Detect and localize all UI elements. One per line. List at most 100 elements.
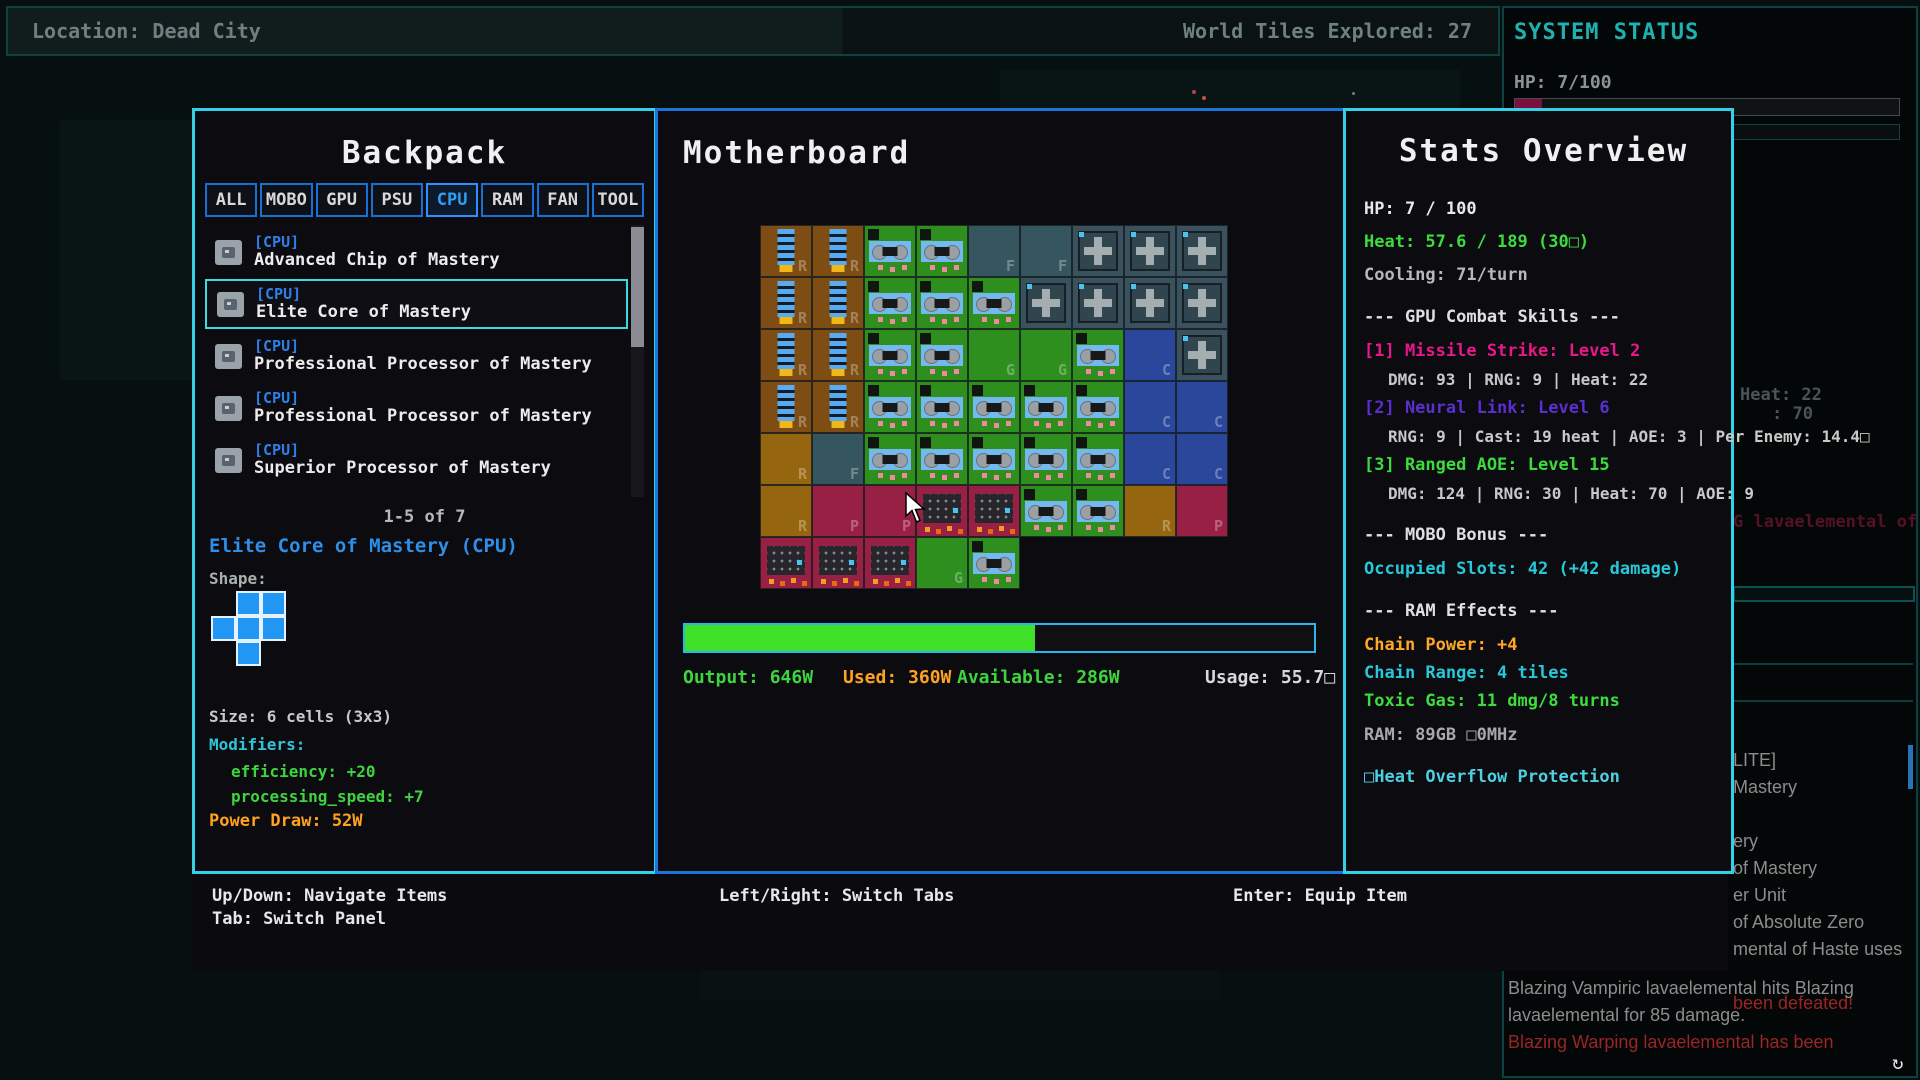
gpu-skills-header: --- GPU Combat Skills --- <box>1364 307 1620 327</box>
slot-psu[interactable] <box>864 537 916 589</box>
slot-gpu-slot[interactable]: G <box>968 329 1020 381</box>
shape-cell-filled <box>236 641 261 666</box>
slot-gpu[interactable] <box>1020 433 1072 485</box>
slot-fan-slot[interactable]: F <box>812 433 864 485</box>
slot-fan[interactable] <box>1020 277 1072 329</box>
slot-ram[interactable]: R <box>760 225 812 277</box>
slot-gpu[interactable] <box>1072 433 1124 485</box>
slot-gpu[interactable] <box>1072 329 1124 381</box>
slot-amber[interactable]: R <box>760 485 812 537</box>
slot-gpu[interactable] <box>1020 485 1072 537</box>
slot-letter: F <box>1057 257 1067 275</box>
slot-fan[interactable] <box>1176 329 1228 381</box>
slot-cpu-slot[interactable]: C <box>1124 329 1176 381</box>
slot-gpu[interactable] <box>916 433 968 485</box>
slot-ram[interactable]: R <box>812 225 864 277</box>
slot-gpu[interactable] <box>864 277 916 329</box>
modifiers-label: Modifiers: <box>209 735 306 754</box>
slot-gpu[interactable] <box>864 381 916 433</box>
slot-gpu[interactable] <box>864 433 916 485</box>
shape-cell-filled <box>261 616 286 641</box>
shape-cell-filled <box>236 591 261 616</box>
slot-psu[interactable] <box>760 537 812 589</box>
bg-log-line: ery <box>1733 831 1759 851</box>
slot-gpu-slot[interactable]: G <box>1020 329 1072 381</box>
bg-log-fragment: : 70 <box>1772 404 1813 424</box>
tab-all[interactable]: ALL <box>205 183 258 217</box>
motherboard-panel: Motherboard R R F F R R R R G G C R R C C R F C C R P P R P G Ou… <box>655 108 1347 874</box>
item-tag: [CPU] <box>254 388 300 407</box>
slot-ram[interactable]: R <box>812 381 864 433</box>
slot-gpu[interactable] <box>968 537 1020 589</box>
item-name: Advanced Chip of Mastery <box>254 249 500 270</box>
cpu-chip-icon <box>215 343 242 369</box>
tab-cpu[interactable]: CPU <box>426 183 479 217</box>
tab-gpu[interactable]: GPU <box>315 183 368 217</box>
slot-psu[interactable] <box>968 485 1020 537</box>
tab-fan[interactable]: FAN <box>536 183 589 217</box>
slot-cpu-slot[interactable]: C <box>1124 381 1176 433</box>
slot-psu-slot[interactable]: P <box>812 485 864 537</box>
slot-psu[interactable] <box>812 537 864 589</box>
cpu-chip-icon <box>215 447 242 473</box>
slot-gpu[interactable] <box>968 381 1020 433</box>
slot-gpu[interactable] <box>916 277 968 329</box>
slot-fan[interactable] <box>1124 225 1176 277</box>
usage-stat: Usage: 55.7□ <box>1205 667 1336 688</box>
slot-fan[interactable] <box>1072 277 1124 329</box>
slot-gpu[interactable] <box>968 277 1020 329</box>
slot-gpu[interactable] <box>1020 381 1072 433</box>
tab-mobo[interactable]: MOBO <box>260 183 313 217</box>
slot-gpu[interactable] <box>864 329 916 381</box>
hint-leftright: Left/Right: Switch Tabs <box>719 886 955 906</box>
slot-psu-slot[interactable]: P <box>1176 485 1228 537</box>
slot-fan[interactable] <box>1072 225 1124 277</box>
ram-spec-line: RAM: 89GB □0MHz <box>1364 725 1518 745</box>
tab-psu[interactable]: PSU <box>370 183 423 217</box>
slot-gpu[interactable] <box>916 225 968 277</box>
list-item[interactable]: [CPU] Elite Core of Mastery <box>205 279 628 329</box>
slot-fan-slot[interactable]: F <box>968 225 1020 277</box>
item-tag: [CPU] <box>256 284 302 303</box>
list-item[interactable]: [CPU] Superior Processor of Mastery <box>205 435 628 485</box>
list-item[interactable]: [CPU] Professional Processor of Mastery <box>205 331 628 381</box>
power-bar <box>683 623 1316 653</box>
list-item[interactable]: [CPU] Professional Processor of Mastery <box>205 383 628 433</box>
list-item[interactable]: [CPU] Advanced Chip of Mastery <box>205 227 628 277</box>
slot-ram[interactable]: R <box>760 277 812 329</box>
refresh-icon[interactable]: ↻ <box>1892 1052 1904 1074</box>
slot-ram[interactable]: R <box>812 329 864 381</box>
log-scrollbar[interactable] <box>1908 745 1913 789</box>
tab-ram[interactable]: RAM <box>481 183 534 217</box>
slot-gpu[interactable] <box>864 225 916 277</box>
size-label: Size: 6 cells (3x3) <box>209 707 393 726</box>
slot-gpu[interactable] <box>968 433 1020 485</box>
slot-cpu-slot[interactable]: C <box>1124 433 1176 485</box>
bg-log-line: lavaelemental for 85 damage. <box>1508 1005 1746 1025</box>
slot-fan[interactable] <box>1176 225 1228 277</box>
tab-tool[interactable]: TOOL <box>591 183 644 217</box>
slot-gpu-slot[interactable]: G <box>916 537 968 589</box>
slot-gpu[interactable] <box>1072 381 1124 433</box>
slot-gpu[interactable] <box>1072 485 1124 537</box>
slot-gpu[interactable] <box>916 381 968 433</box>
item-list-scrollbar-thumb[interactable] <box>631 227 644 347</box>
slot-amber[interactable]: R <box>760 433 812 485</box>
slot-amber[interactable]: R <box>1124 485 1176 537</box>
selected-item-title: Elite Core of Mastery (CPU) <box>209 535 518 557</box>
map-entity-dot <box>1192 90 1196 94</box>
slot-ram[interactable]: R <box>760 381 812 433</box>
slot-gpu[interactable] <box>916 329 968 381</box>
slot-fan-slot[interactable]: F <box>1020 225 1072 277</box>
item-name: Professional Processor of Mastery <box>254 405 592 426</box>
slot-cpu-slot[interactable]: C <box>1176 433 1228 485</box>
slot-letter: R <box>797 361 807 379</box>
slot-ram[interactable]: R <box>812 277 864 329</box>
slot-fan[interactable] <box>1124 277 1176 329</box>
slot-letter: G <box>1057 361 1067 379</box>
slot-cpu-slot[interactable]: C <box>1176 381 1228 433</box>
slot-psu[interactable] <box>916 485 968 537</box>
skill-detail: DMG: 93 | RNG: 9 | Heat: 22 <box>1388 370 1649 389</box>
slot-ram[interactable]: R <box>760 329 812 381</box>
slot-fan[interactable] <box>1176 277 1228 329</box>
